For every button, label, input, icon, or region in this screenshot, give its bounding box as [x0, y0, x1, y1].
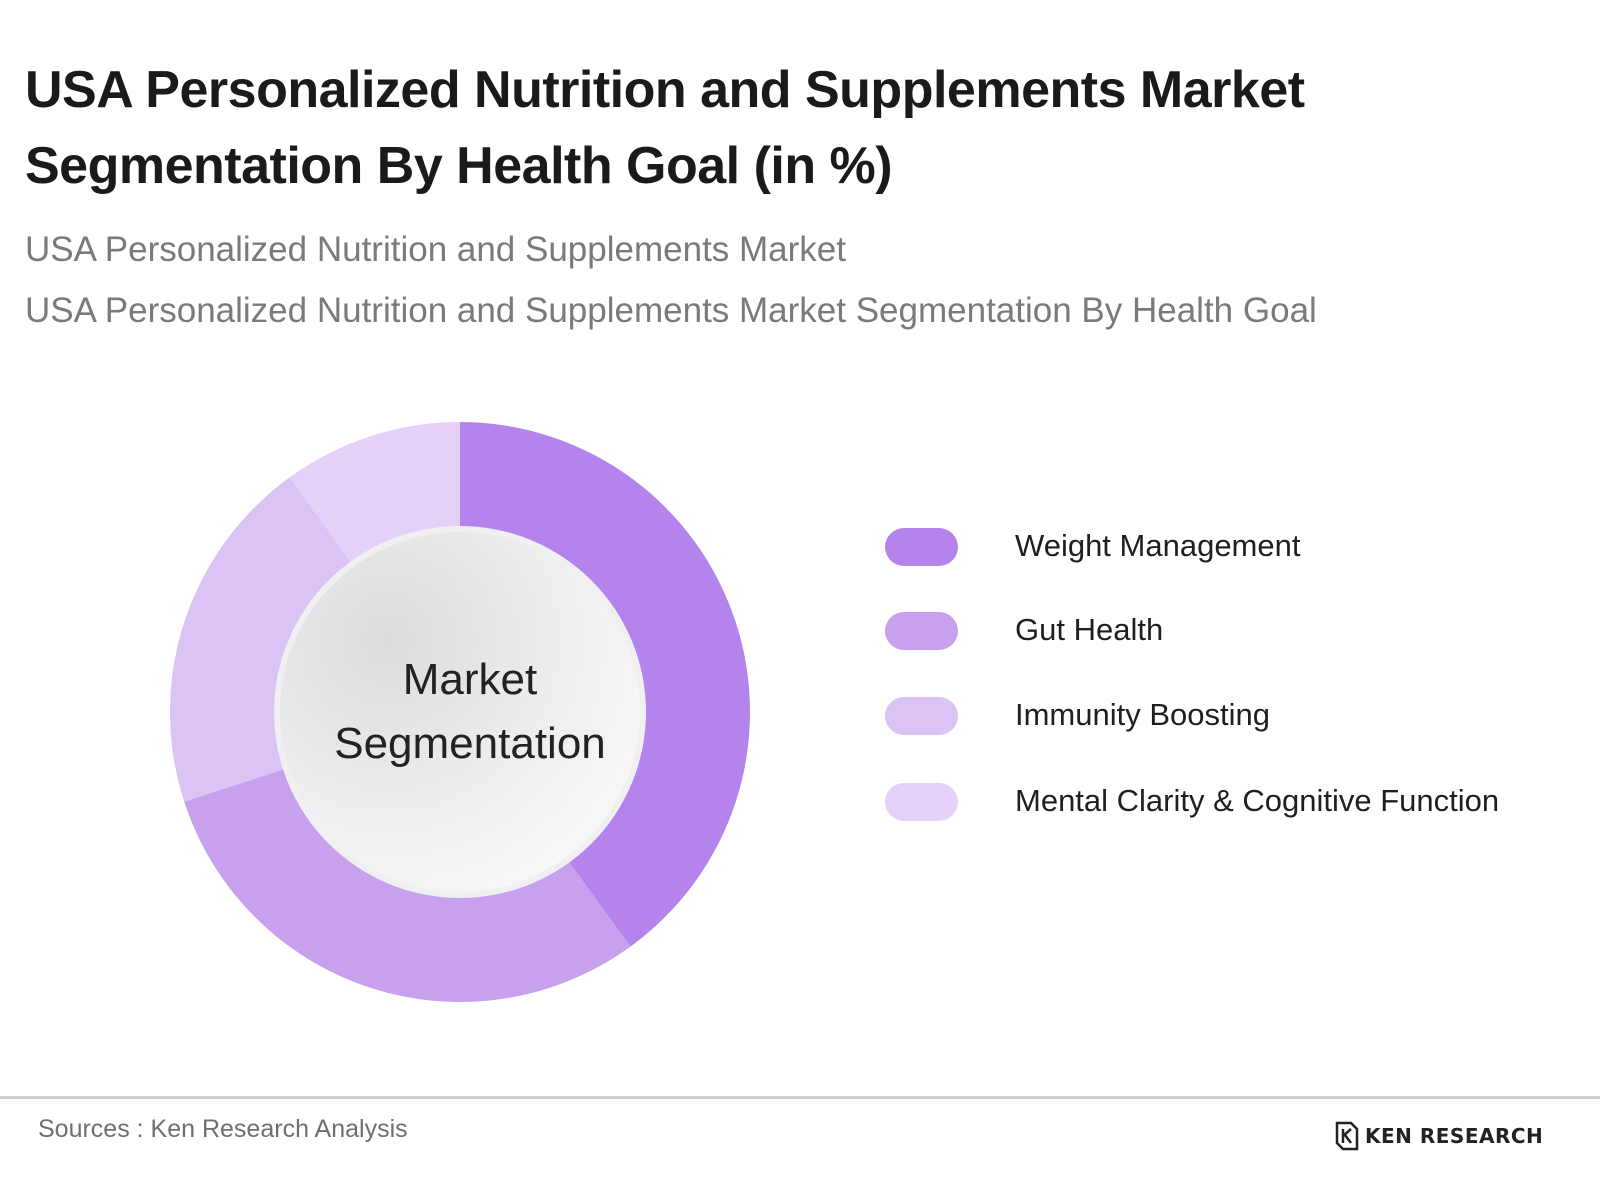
legend-label: Weight Management: [1015, 528, 1301, 563]
legend-item: Weight Management: [885, 528, 1585, 568]
chart-subtitle-2: USA Personalized Nutrition and Supplemen…: [25, 291, 1317, 330]
ken-research-logo-icon: [1335, 1121, 1359, 1151]
legend-label: Gut Health: [1015, 612, 1164, 647]
legend-item: Immunity Boosting: [885, 697, 1585, 737]
legend-item: Gut Health: [885, 612, 1585, 652]
legend-swatch: [885, 783, 958, 821]
donut-center-label: Market Segmentation: [290, 648, 650, 776]
legend-swatch: [885, 612, 958, 650]
center-label-line-2: Segmentation: [334, 719, 606, 768]
donut-chart-svg: [170, 422, 751, 1002]
chart-title-line-2: Segmentation By Health Goal (in %): [25, 137, 893, 195]
donut-slice-immunity-boosting: [170, 477, 372, 802]
chart-title-line-1: USA Personalized Nutrition and Supplemen…: [25, 61, 1305, 119]
chart-subtitle-1: USA Personalized Nutrition and Supplemen…: [25, 230, 846, 269]
source-note: Sources : Ken Research Analysis: [38, 1115, 408, 1143]
legend-swatch: [885, 697, 958, 735]
brand-logo: KEN RESEARCH: [1335, 1120, 1543, 1152]
chart-title: USA Personalized Nutrition and Supplemen…: [25, 52, 1525, 204]
legend-swatch: [885, 528, 958, 566]
legend-label: Immunity Boosting: [1015, 697, 1270, 732]
footer-divider: [0, 1096, 1600, 1099]
center-label-line-1: Market: [402, 655, 538, 704]
brand-name: KEN RESEARCH: [1365, 1124, 1544, 1148]
donut-chart: [160, 412, 760, 1012]
legend-label: Mental Clarity & Cognitive Function: [1015, 783, 1500, 818]
donut-center-disc: [280, 532, 640, 892]
legend-item: Mental Clarity & Cognitive Function: [885, 783, 1585, 823]
